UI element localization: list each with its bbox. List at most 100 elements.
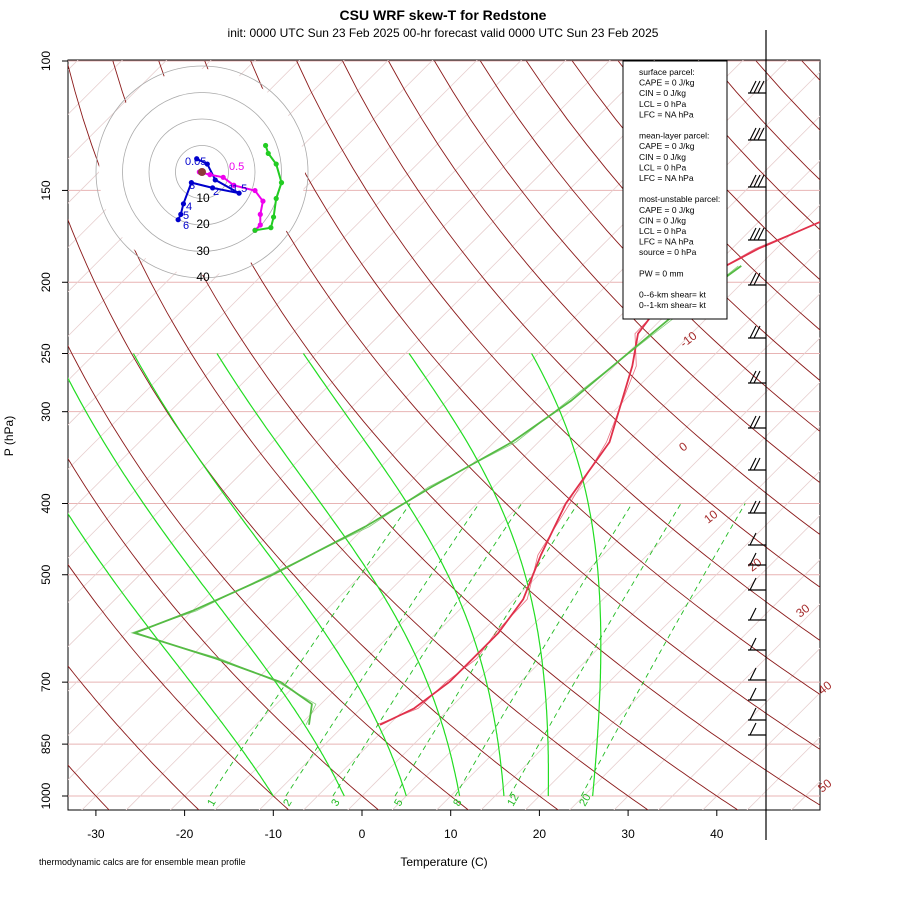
dry-adiabat [68,218,559,810]
info-line: LFC = NA hPa [639,237,694,247]
mixing-ratio-lines [209,503,746,797]
mixing-ratio-line [285,503,480,797]
wind-barb-feather [749,552,757,566]
y-tick-label: 850 [39,734,53,754]
hodo-segment-high-point [265,150,271,157]
dry-adiabat [296,60,820,641]
hodo-segment-low-point [236,190,242,196]
wind-barb-feather [749,457,757,471]
mixing-ratio-label: 1 [205,797,218,808]
moist-adiabat [132,353,407,797]
hodo-height-label: 0.5 [229,161,244,173]
wind-barb-feather [749,707,757,721]
info-line: LCL = 0 hPa [639,226,686,236]
wind-barb [748,500,766,514]
hodo-segment-high-point [273,161,279,167]
dry-adiabat [68,764,110,810]
info-line: 0--6-km shear= kt [639,290,706,300]
hodo-ring [122,92,282,252]
mixing-ratio-label: 3 [329,797,342,808]
info-line: PW = 0 mm [639,268,684,278]
moist-adiabat [216,353,461,797]
hodo-segment-mid-point [260,198,266,204]
wind-barb-feather [749,127,757,141]
x-tick-label: 40 [710,827,724,841]
mixing-ratio-labels: 1 2 3 5 8 12 20 [205,792,594,809]
hodograph: 10 20 30 40 0.05 0.5 1 1.5 2 3 4 5 6 [95,65,309,284]
wind-barb [748,707,766,721]
dry-adiabat [801,60,820,81]
hodo-height-label: 2 [213,186,219,198]
wind-barb [748,80,766,94]
hodo-ring [148,118,256,226]
wind-barb-feather [749,272,757,286]
wind-barb-feather [753,500,761,514]
y-tick-label: 100 [39,51,53,71]
x-tick-label: -10 [265,827,283,841]
hodo-height-label: 4 [186,201,192,213]
isotherm-label: 50 [815,776,834,795]
wind-barb-feather [753,325,761,339]
mixing-ratio-line [209,503,411,797]
wind-barb-feather [749,80,757,94]
wind-barb-feather [749,577,757,591]
wind-barb-feather [749,325,757,339]
hodo-segment-low-point [188,180,194,186]
wind-barb [748,577,766,591]
info-line: CIN = 0 J/kg [639,215,686,225]
moist-adiabat [68,512,274,797]
info-line: LCL = 0 hPa [639,162,686,172]
mixing-ratio-label: 2 [281,797,294,808]
wind-barb-feather [753,272,761,286]
moist-adiabats [68,353,602,797]
dry-adiabat [204,60,820,750]
dry-adiabat [250,60,820,695]
hodo-segment-low-point [178,211,184,217]
wind-barb [748,532,766,546]
isotherm-gridline [702,692,820,810]
wind-barb-feather [749,415,757,429]
mixing-ratio-label: 5 [392,797,405,808]
dry-adiabat [434,60,820,484]
y-tick-label: 150 [39,180,53,200]
parcel-info-box [622,60,728,320]
hodo-segment-mid-point [252,187,258,194]
wind-barb [748,687,766,701]
hodo-segment-low-point [212,177,218,183]
dry-adiabat [68,665,200,810]
hodo-segment-mid-point [231,182,237,188]
info-line: LCL = 0 hPa [639,99,686,109]
info-line: CIN = 0 J/kg [639,88,686,98]
wind-barb-feather [749,532,757,546]
info-line: CIN = 0 J/kg [639,152,686,162]
hodo-ring-label: 30 [196,244,210,258]
isotherm-gridline [170,160,820,810]
wind-barb [748,370,766,384]
dry-adiabats [68,60,820,810]
wind-barb-feather [749,667,757,681]
isotherm-label: 0 [676,439,690,454]
x-tick-label: -20 [176,827,194,841]
wind-barb-feather [753,127,761,141]
dry-adiabat [342,60,820,588]
info-line: most-unstable parcel: [639,194,720,204]
isotherm-gridline [613,603,820,810]
x-axis: -30 -20 -10 0 10 20 30 40 [87,810,724,841]
isotherm-gridline [68,60,523,515]
isotherm-gridline [125,115,820,810]
mixing-ratio-label: 20 [577,792,594,809]
info-line: LFC = NA hPa [639,109,694,119]
wind-barb-feather [757,127,765,141]
isotherm-gridline [657,647,820,810]
y-tick-label: 200 [39,272,53,292]
y-tick-label: 1000 [39,782,53,809]
dry-adiabat [68,344,470,810]
wind-barb [748,174,766,188]
wind-barb [748,415,766,429]
y-tick-label: 400 [39,493,53,513]
isotherm-label: -10 [677,328,700,350]
hodo-segment-low-point [175,217,181,223]
isotherm-gridline [879,45,900,812]
mixing-ratio-line [454,503,633,797]
